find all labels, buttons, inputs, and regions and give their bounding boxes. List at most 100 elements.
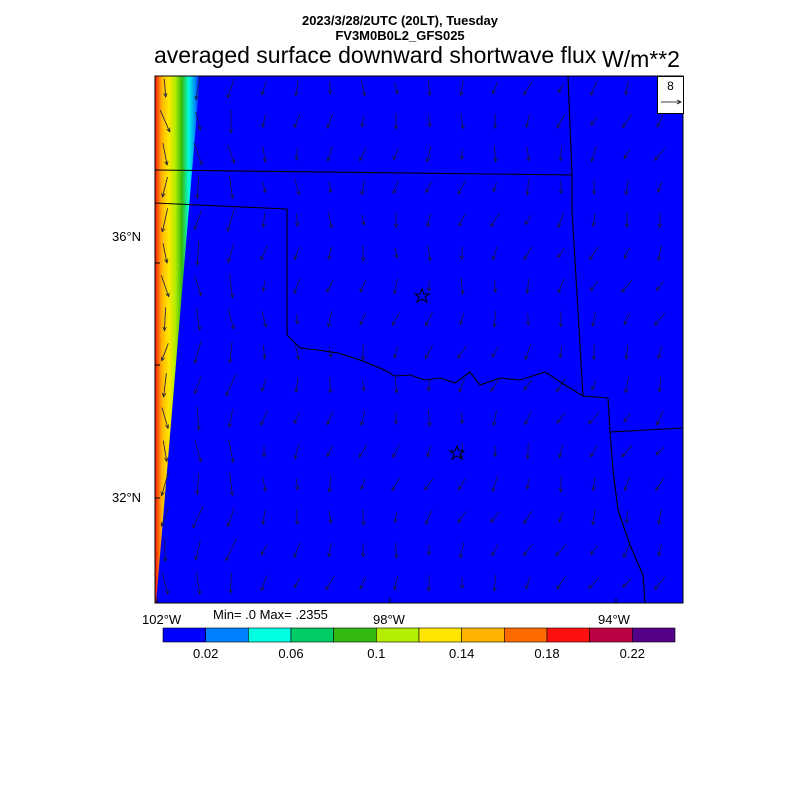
- colorbar-label: 0.06: [278, 646, 304, 661]
- wind-vector: [491, 346, 499, 358]
- wind-vector-head: [325, 585, 330, 591]
- wind-vector-head: [161, 356, 165, 362]
- wind-vector: [557, 248, 565, 258]
- wind-vector-head: [230, 325, 235, 331]
- wind-vector-head: [293, 454, 298, 460]
- wind-vector-head: [589, 286, 595, 292]
- reference-vector-label: 8: [667, 79, 674, 93]
- wind-vector: [592, 311, 596, 327]
- wind-vector-head: [197, 126, 202, 131]
- wind-vector-head: [261, 223, 266, 229]
- wind-vector-head: [328, 388, 333, 394]
- colorbar-label: 0.18: [534, 646, 560, 661]
- wind-vector-head: [493, 157, 498, 163]
- wind-vector: [427, 444, 431, 458]
- wind-vector: [329, 377, 331, 393]
- wind-vector-head: [523, 519, 528, 525]
- wind-vector: [559, 346, 563, 358]
- wind-vector-head: [394, 223, 399, 229]
- wind-vector: [557, 83, 565, 93]
- wind-vector: [262, 509, 266, 525]
- wind-vector: [361, 179, 365, 195]
- wind-vector-head: [360, 485, 365, 491]
- wind-vector: [195, 76, 201, 100]
- wind-vector-head: [458, 485, 463, 491]
- wind-vector: [457, 345, 467, 359]
- wind-vector: [393, 148, 399, 160]
- wind-vector-head: [526, 156, 531, 162]
- wind-vector-head: [326, 420, 331, 426]
- wind-vector-head: [193, 225, 198, 231]
- wind-vector: [590, 280, 598, 292]
- wind-vector-head: [624, 388, 629, 394]
- wind-vector-head: [591, 222, 596, 228]
- wind-vector-head: [195, 490, 200, 496]
- wind-vector-head: [460, 124, 465, 130]
- wind-vector-head: [427, 122, 432, 128]
- wind-vector: [295, 478, 299, 490]
- wind-vector: [329, 475, 331, 493]
- wind-vector-head: [261, 287, 266, 293]
- wind-vector: [229, 274, 233, 298]
- wind-vector-head: [523, 255, 528, 261]
- wind-vector: [162, 176, 168, 198]
- wind-vector: [294, 443, 300, 459]
- wind-vector: [359, 147, 367, 161]
- wind-vector: [327, 311, 333, 327]
- wind-vector-head: [195, 194, 200, 200]
- wind-vector-head: [294, 320, 300, 325]
- wind-vector-head: [164, 457, 169, 463]
- wind-vector: [658, 544, 662, 556]
- wind-vector-head: [392, 453, 397, 459]
- wind-vector: [164, 307, 166, 331]
- wind-vector-head: [590, 452, 595, 458]
- wind-vector: [361, 379, 365, 391]
- wind-vector: [328, 246, 332, 260]
- wind-vector-head: [163, 93, 168, 98]
- wind-vector-head: [491, 89, 496, 95]
- wind-vector: [227, 243, 235, 263]
- wind-vector-head: [226, 522, 231, 528]
- wind-vector: [427, 409, 431, 427]
- wind-vector: [327, 212, 333, 228]
- wind-vector: [590, 545, 598, 555]
- datetime-title: 2023/3/28/2UTC (20LT), Tuesday: [301, 13, 499, 28]
- wind-vector: [557, 212, 565, 228]
- wind-vector-head: [424, 354, 429, 360]
- wind-vector-head: [327, 322, 332, 328]
- wind-vector-head: [231, 159, 235, 164]
- wind-vector: [196, 406, 200, 430]
- wind-vector: [262, 476, 266, 492]
- wind-vector: [162, 440, 168, 462]
- wind-vector: [392, 312, 400, 326]
- wind-vector-head: [260, 550, 265, 556]
- wind-vector: [654, 147, 666, 161]
- wind-vector: [461, 148, 463, 160]
- wind-vector: [621, 444, 633, 458]
- wind-vector-head: [326, 157, 331, 162]
- wind-vector: [556, 412, 566, 424]
- wind-vector: [523, 544, 533, 556]
- wind-vector-head: [588, 255, 594, 261]
- colorbar-box-1: [205, 627, 249, 643]
- wind-vector-head: [622, 583, 627, 588]
- wind-vector: [359, 576, 367, 590]
- wind-vector-head: [557, 253, 562, 259]
- wind-vector: [592, 509, 596, 525]
- wind-vector: [526, 278, 530, 294]
- wind-vector: [227, 77, 235, 99]
- wind-vector-head: [654, 321, 659, 326]
- wind-vector: [457, 179, 467, 195]
- wind-vector-head: [459, 255, 464, 261]
- wind-vector: [225, 539, 237, 561]
- wind-vector: [626, 344, 628, 360]
- wind-vector-head: [295, 485, 300, 491]
- wind-vector: [359, 312, 367, 326]
- wind-vector-head: [225, 391, 230, 397]
- wind-vector-head: [226, 226, 231, 232]
- wind-vector-head: [361, 257, 366, 262]
- wind-vector-head: [294, 156, 299, 161]
- wind-vector-head: [655, 286, 661, 292]
- wind-vector-head: [623, 553, 628, 559]
- wind-vector: [293, 412, 301, 424]
